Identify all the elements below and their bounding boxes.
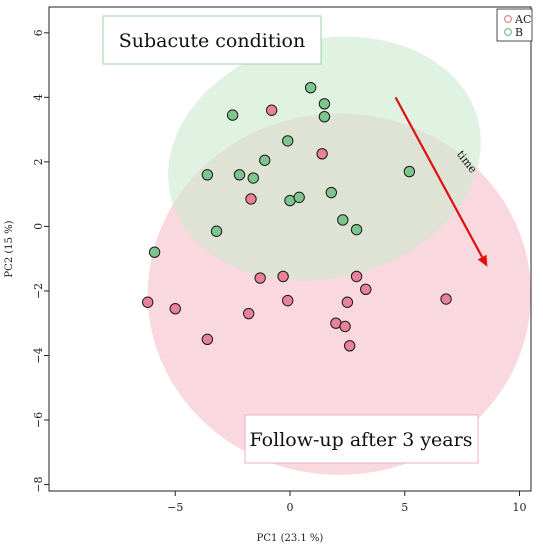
point-ac [245,193,257,205]
point-ac [360,283,372,296]
subacute-annotation: Subacute condition [102,15,322,65]
point-ac [169,302,181,315]
legend-label-b: B [515,26,523,39]
subacute-label: Subacute condition [119,30,305,52]
point-ac [339,320,351,333]
point-ac [440,293,452,305]
y-tick-label: −6 [32,412,45,428]
point-b [403,165,416,178]
point-b [247,172,259,184]
point-b [226,109,239,121]
point-ac [254,272,266,284]
y-tick-label: 2 [32,158,45,165]
time-arrow-head [477,254,488,267]
point-b [201,169,214,181]
tick-marks: −5 0 5 10 −8 −6 −4 −2 0 2 4 6 [32,29,527,514]
legend: AC B [496,8,533,42]
y-tick-label: −4 [32,347,45,363]
followup-box [244,414,479,464]
y-tick-label: −2 [32,283,45,299]
point-b [304,81,317,94]
point-ac [316,148,328,160]
point-b [318,98,331,110]
legend-marker-ac [504,15,513,24]
followup-annotation: Follow-up after 3 years [244,414,479,464]
point-ac [242,307,255,320]
point-ac [201,333,214,346]
point-b [233,169,246,181]
y-tick-label: 0 [32,223,45,230]
point-ac [282,294,294,307]
data-points [141,81,452,352]
point-b [325,186,338,199]
x-axis-title: PC1 (23.1 %) [257,533,324,544]
time-arrow [394,96,484,258]
y-axis-title: PC2 (15 %) [4,220,15,277]
point-b [318,111,331,123]
point-b [148,246,161,258]
point-ac [277,270,289,283]
y-tick-label: 4 [32,94,45,101]
x-tick-label: 5 [401,501,408,514]
x-tick-label: 10 [513,501,527,514]
point-ac [341,296,354,308]
followup-label: Follow-up after 3 years [250,429,473,451]
point-ac [343,340,356,352]
point-b [259,154,271,166]
point-ac [141,296,154,308]
point-b [210,225,223,237]
x-tick-label: 0 [287,501,294,514]
point-b [350,223,363,236]
point-ac [350,270,363,283]
point-ac [265,104,278,116]
legend-marker-b [504,28,513,37]
legend-label-ac: AC [514,13,531,26]
y-tick-label: 6 [32,29,45,36]
x-tick-label: −5 [167,501,183,514]
y-tick-label: −8 [32,476,45,492]
subacute-box [102,15,322,65]
point-b [293,191,305,204]
point-b [337,214,349,226]
legend-box [496,8,533,42]
point-b [282,135,294,147]
